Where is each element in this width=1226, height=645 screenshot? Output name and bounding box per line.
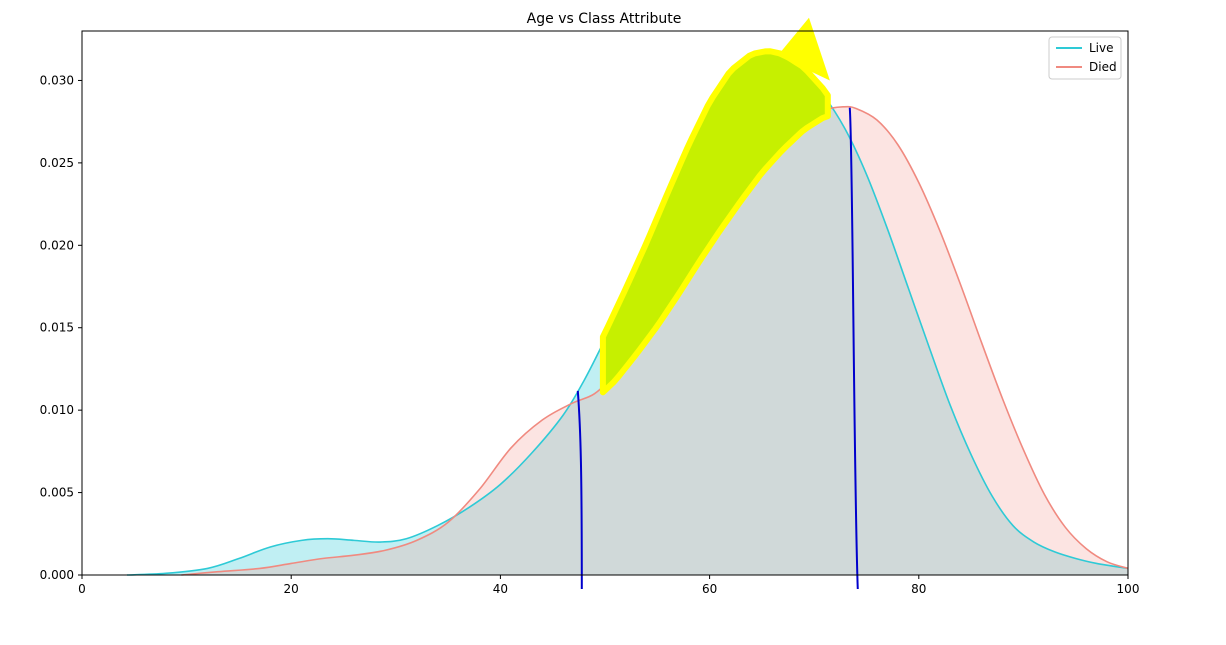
series-area-died — [181, 106, 1128, 575]
yellow-highlight-flare — [777, 17, 830, 81]
yellow-highlight-annotation — [599, 48, 831, 396]
y-tick-label: 0.015 — [40, 321, 74, 335]
y-tick-label: 0.005 — [40, 486, 74, 500]
axes: 0 20 40 60 80 100 0.000 0.005 0.010 0.015 0.020 0.0… — [40, 30, 1140, 596]
legend: Live Died — [1048, 36, 1122, 80]
legend-label-live: Live — [1089, 41, 1114, 55]
chart-title: Age vs Class Attribute — [527, 11, 682, 27]
plot-area — [126, 17, 1129, 590]
axes-frame — [81, 30, 1129, 576]
legend-label-died: Died — [1089, 60, 1117, 74]
vertical-marker-line — [576, 390, 583, 590]
y-tick-label: 0.030 — [40, 73, 74, 87]
y-tick-label: 0.000 — [40, 568, 74, 582]
x-tick-label: 0 — [78, 582, 86, 596]
x-tick-label: 100 — [1117, 582, 1140, 596]
y-tick-label: 0.025 — [40, 156, 74, 170]
y-tick-label: 0.010 — [40, 403, 74, 417]
x-tick-label: 20 — [284, 582, 299, 596]
vertical-marker-line — [848, 107, 859, 590]
x-tick-label: 40 — [493, 582, 508, 596]
x-tick-label: 60 — [702, 582, 717, 596]
x-tick-label: 80 — [911, 582, 926, 596]
y-tick-label: 0.020 — [40, 238, 74, 252]
